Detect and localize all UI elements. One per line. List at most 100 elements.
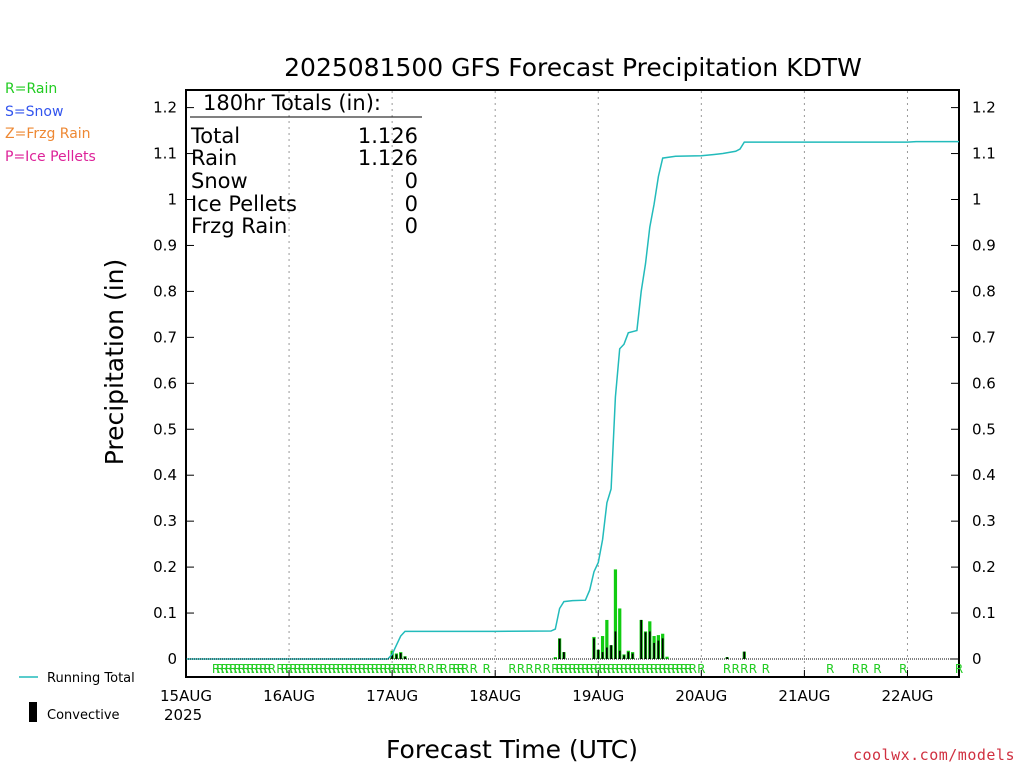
precip-type-marker: R	[508, 662, 516, 676]
y-tick-label-right: 0.8	[972, 282, 996, 300]
convective-bar	[610, 645, 613, 659]
precip-type-marker: R	[358, 662, 366, 676]
precip-type-marker: R	[641, 662, 649, 676]
convective-bar	[597, 649, 600, 659]
convective-bar	[558, 638, 561, 659]
precip-type-marker: R	[598, 662, 606, 676]
y-tick-label-left: 0.3	[153, 512, 177, 530]
totals-label-rain: Rain	[191, 146, 237, 170]
convective-bar	[661, 638, 664, 659]
precip-type-marker: R	[328, 662, 336, 676]
convective-swatch	[29, 702, 37, 722]
precip-type-marker: R	[388, 662, 396, 676]
precip-type-marker: R	[371, 662, 379, 676]
precip-type-marker: R	[281, 662, 289, 676]
y-tick-label-right: 0.6	[972, 374, 996, 392]
convective-legend-label: Convective	[47, 708, 120, 723]
precip-type-marker: R	[603, 662, 611, 676]
x-tick-label: 19AUG	[572, 687, 624, 705]
precip-type-marker: R	[405, 662, 413, 676]
precip-type-marker: R	[452, 662, 460, 676]
precip-type-marker: R	[255, 662, 263, 676]
convective-bar	[743, 651, 746, 659]
precip-type-marker: R	[650, 662, 658, 676]
precip-type-marker: R	[324, 662, 332, 676]
precip-type-marker: R	[689, 662, 697, 676]
precip-type-marker: R	[289, 662, 297, 676]
precip-type-marker: R	[543, 662, 551, 676]
precip-type-marker: R	[319, 662, 327, 676]
precip-type-marker: R	[676, 662, 684, 676]
precip-type-marker: R	[616, 662, 624, 676]
running-total-line	[186, 140, 959, 660]
precip-type-marker: R	[740, 662, 748, 676]
precip-type-marker: R	[663, 662, 671, 676]
chart-title: 2025081500 GFS Forecast Precipitation KD…	[284, 53, 862, 82]
y-tick-label-right: 1.2	[972, 99, 996, 117]
x-tick-label: 21AUG	[778, 687, 830, 705]
rain-bar	[605, 619, 609, 659]
totals-label-frzg-rain: Frzg Rain	[191, 214, 287, 238]
precip-type-marker: R	[873, 662, 881, 676]
precip-type-marker: R	[439, 662, 447, 676]
precip-type-marker: R	[594, 662, 602, 676]
precip-type-marker: R	[723, 662, 731, 676]
precip-type-marker: R	[482, 662, 490, 676]
precip-type-marker: R	[263, 662, 271, 676]
precip-type-marker: R	[826, 662, 834, 676]
precip-type-marker: R	[624, 662, 632, 676]
y-tick-label-right: 0.1	[972, 604, 996, 622]
precip-type-marker: R	[392, 662, 400, 676]
y-tick-label-left: 0.5	[153, 420, 177, 438]
totals-header: 180hr Totals (in):	[203, 91, 381, 115]
precip-type-marker: R	[418, 662, 426, 676]
x-tick-sublabel: 2025	[164, 706, 202, 724]
precip-type-marker: R	[517, 662, 525, 676]
convective-bar	[601, 652, 604, 659]
precip-type-marker: R	[225, 662, 233, 676]
precip-type-marker: R	[427, 662, 435, 676]
y-tick-label-right: 0.5	[972, 420, 996, 438]
precip-type-marker: R	[628, 662, 636, 676]
x-tick-label: 16AUG	[263, 687, 315, 705]
precip-type-marker: R	[354, 662, 362, 676]
totals-value-rain: 1.126	[358, 146, 418, 170]
convective-bar	[623, 655, 625, 659]
convective-bar	[395, 654, 398, 659]
convective-bar	[631, 653, 634, 659]
rain-bar	[613, 569, 618, 659]
y-tick-label-right: 1.1	[972, 145, 996, 163]
convective-bar	[404, 656, 406, 659]
totals-label-total: Total	[190, 124, 240, 148]
x-tick-label: 18AUG	[469, 687, 521, 705]
convective-bar	[563, 652, 565, 659]
precip-type-marker: R	[332, 662, 340, 676]
precip-type-marker: R	[302, 662, 310, 676]
totals-value-ice-pellets: 0	[405, 192, 418, 216]
precip-type-marker: R	[534, 662, 542, 676]
precip-type-marker: R	[762, 662, 770, 676]
legend-ice-pellets: P=Ice Pellets	[5, 149, 96, 165]
convective-bar	[653, 642, 655, 659]
precip-type-marker: R	[349, 662, 357, 676]
bars-layer	[390, 569, 746, 659]
totals-label-ice-pellets: Ice Pellets	[191, 192, 297, 216]
precip-type-marker: R	[620, 662, 628, 676]
grid-layer	[288, 91, 908, 676]
convective-bar	[657, 640, 660, 659]
legend-frzg-rain: Z=Frzg Rain	[5, 126, 91, 142]
precip-type-marker: R	[298, 662, 306, 676]
y-tick-label-left: 0.7	[153, 328, 177, 346]
precip-type-marker: R	[573, 662, 581, 676]
precip-type-marker: R	[401, 662, 409, 676]
precip-type-marker: R	[306, 662, 314, 676]
precip-type-marker: R	[637, 662, 645, 676]
y-tick-label-left: 1.2	[153, 99, 177, 117]
y-tick-label-right: 0.2	[972, 558, 996, 576]
precip-type-marker: R	[732, 662, 740, 676]
running-total-layer	[186, 140, 959, 660]
precip-type-marker: R	[654, 662, 662, 676]
precip-type-marker: R	[555, 662, 563, 676]
